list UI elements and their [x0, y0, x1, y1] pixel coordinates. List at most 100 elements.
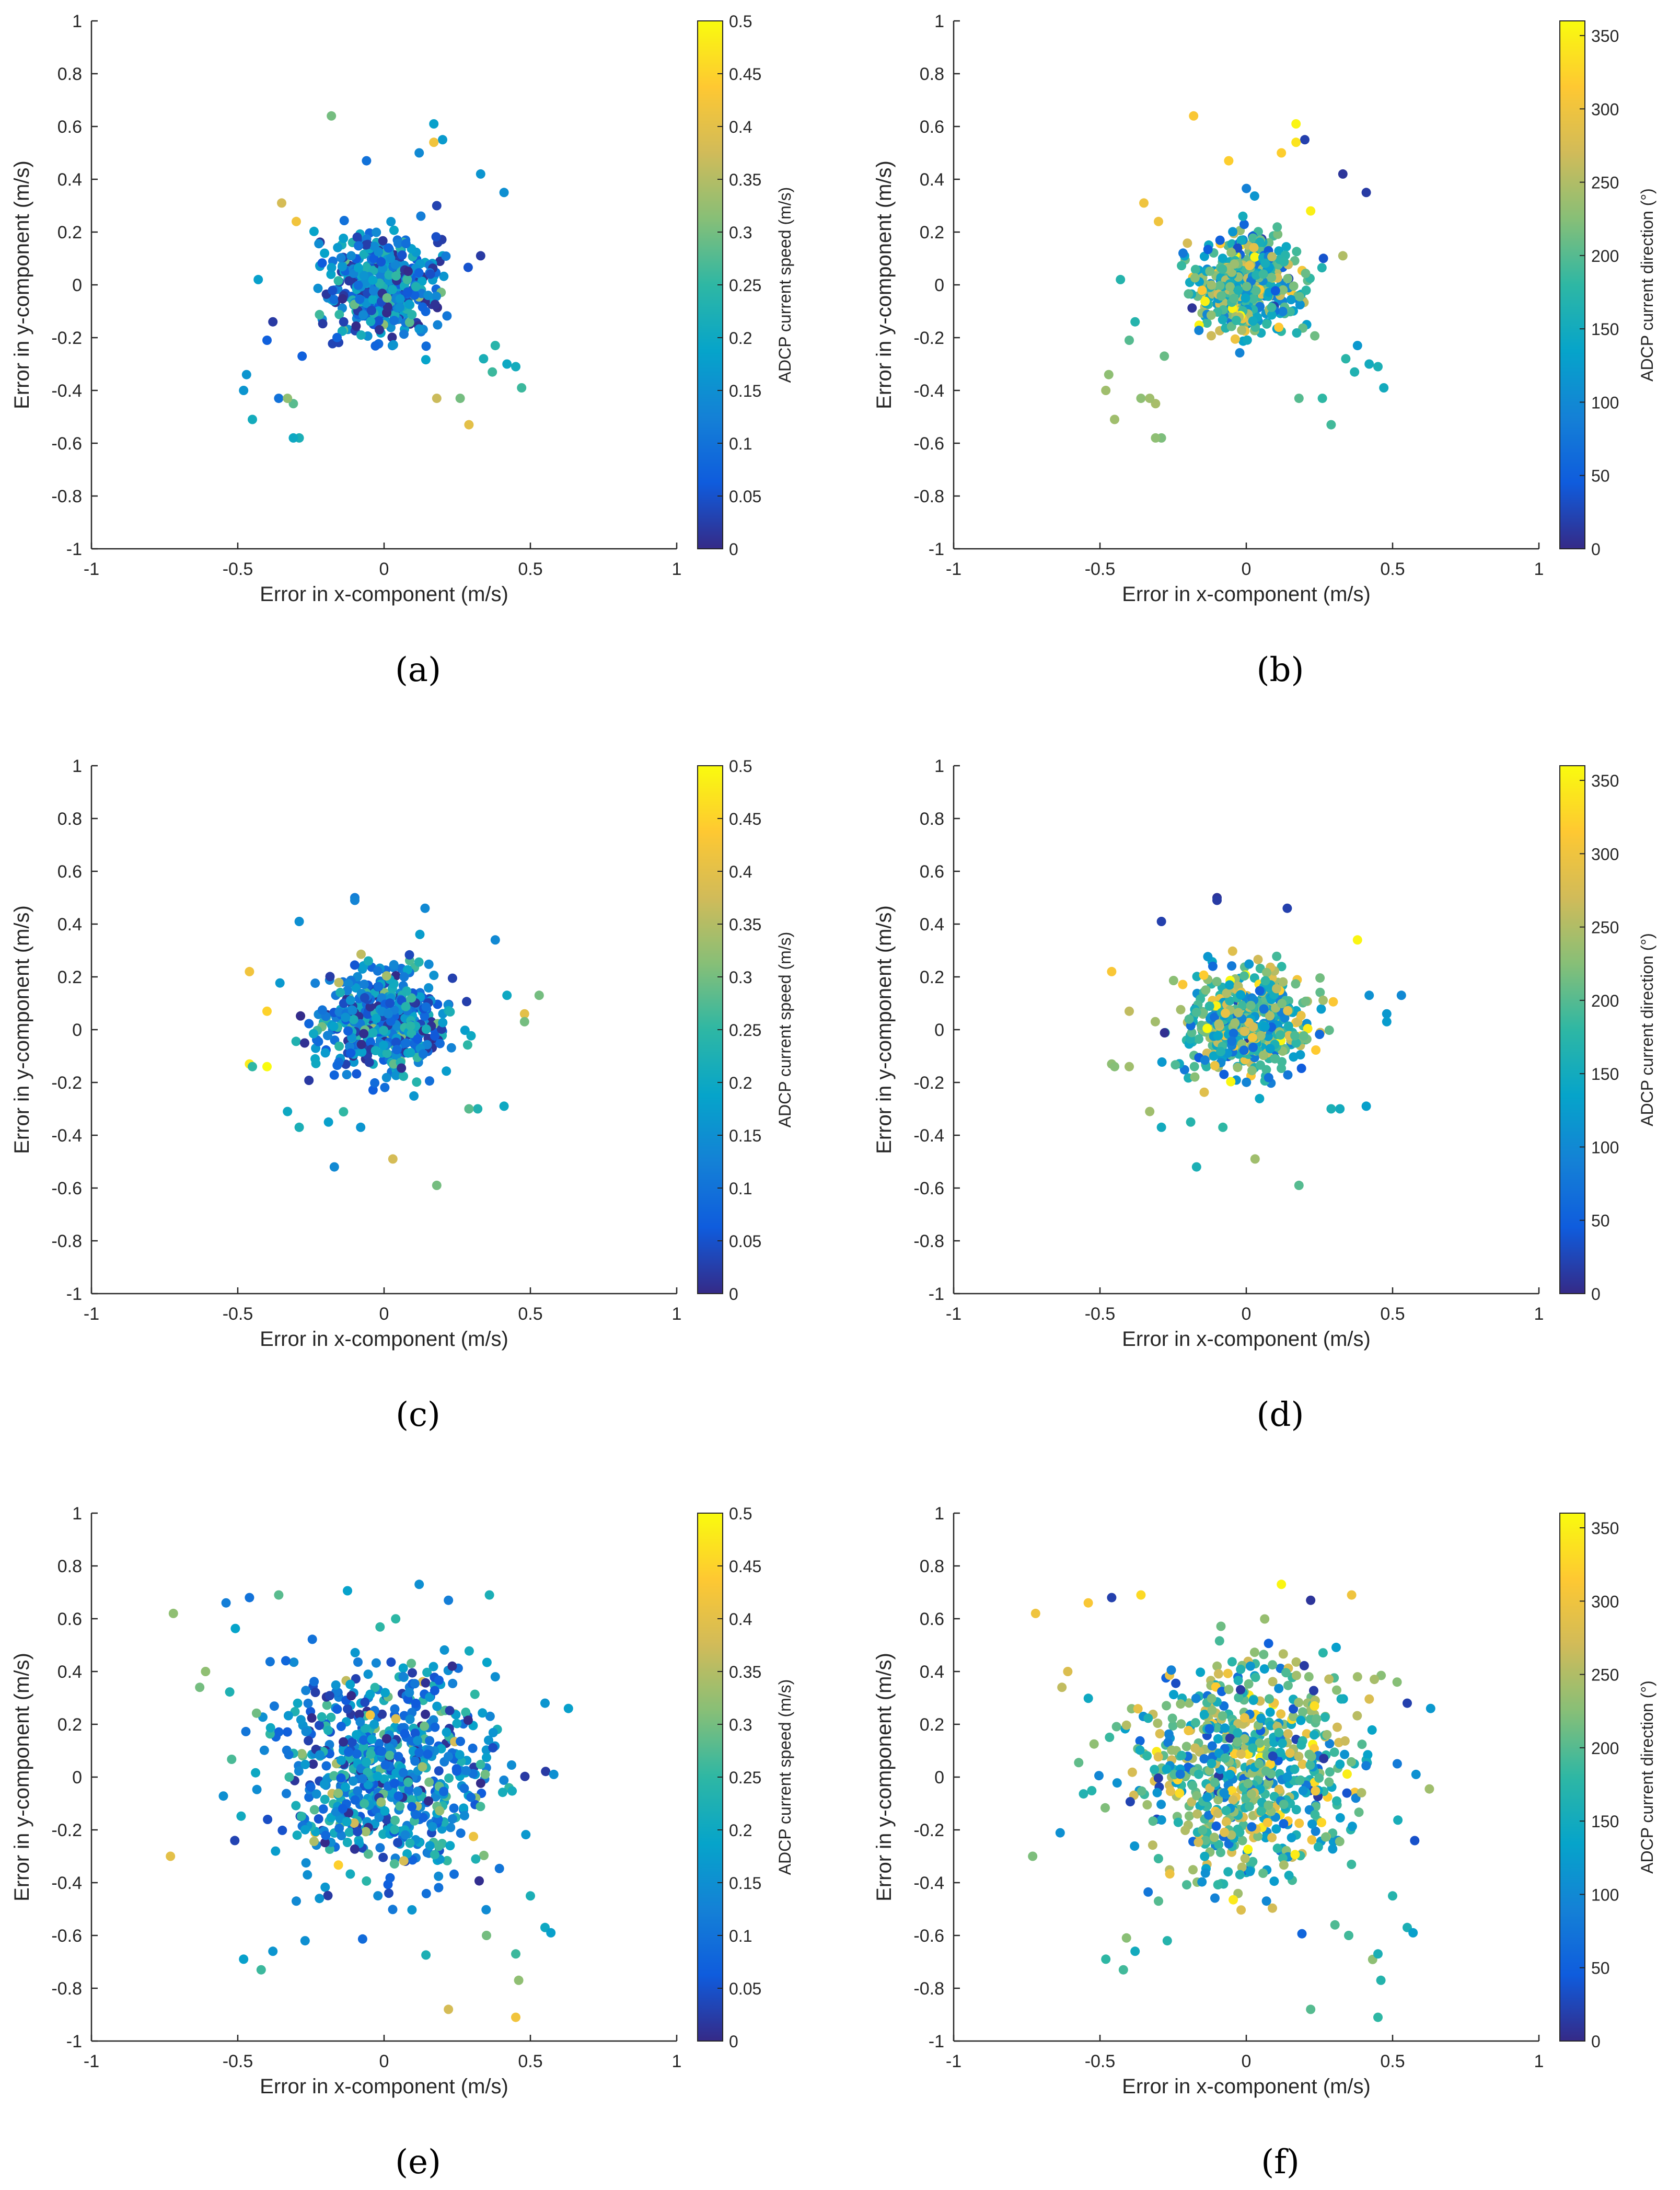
- y-tick-label: 0.2: [57, 1715, 82, 1735]
- scatter-point: [262, 1006, 272, 1016]
- scatter-point: [1125, 1797, 1135, 1807]
- scatter-point: [1154, 1896, 1163, 1906]
- scatter-point: [1089, 1739, 1099, 1749]
- scatter-point: [441, 251, 451, 261]
- scatter-point: [459, 1803, 469, 1813]
- x-tick-label: 0.5: [518, 2051, 542, 2071]
- scatter-point: [1248, 294, 1258, 304]
- scatter-point: [380, 1760, 390, 1770]
- colorbar-tick-label: 300: [1591, 845, 1619, 863]
- scatter-point: [1187, 1028, 1197, 1038]
- scatter-point: [1248, 1042, 1258, 1052]
- scatter-point: [1110, 1062, 1119, 1071]
- scatter-point: [1300, 135, 1310, 145]
- scatter-point: [1227, 946, 1237, 956]
- scatter-point: [1370, 1675, 1380, 1685]
- scatter-point: [1310, 331, 1320, 341]
- scatter-point: [1229, 294, 1239, 304]
- x-tick-label: -1: [84, 2051, 99, 2071]
- scatter-point: [1219, 1701, 1229, 1711]
- scatter-point: [1274, 1784, 1284, 1794]
- scatter-point: [1168, 976, 1178, 985]
- colorbar-tick-label: 200: [1591, 247, 1619, 266]
- scatter-point: [482, 1657, 492, 1667]
- scatter-point: [1166, 1786, 1175, 1796]
- scatter-point: [251, 1768, 261, 1778]
- scatter-point: [490, 1672, 500, 1682]
- scatter-point: [1310, 1809, 1320, 1819]
- scatter-point: [502, 990, 512, 1000]
- scatter-point: [315, 1894, 325, 1904]
- scatter-point: [404, 317, 414, 327]
- scatter-point: [408, 1668, 417, 1678]
- colorbar-tick-label: 300: [1591, 100, 1619, 119]
- scatter-point: [1239, 1713, 1249, 1723]
- scatter-point: [514, 1975, 524, 1985]
- scatter-point: [1317, 394, 1327, 404]
- scatter-point: [1150, 1017, 1160, 1027]
- scatter-point: [1210, 1893, 1220, 1903]
- scatter-point: [466, 1792, 476, 1802]
- scatter-point: [474, 1876, 484, 1886]
- scatter-point: [526, 1891, 535, 1901]
- y-axis-label: Error in y-component (m/s): [873, 160, 896, 409]
- scatter-point: [1110, 414, 1119, 424]
- colorbar-tick-label: 0.25: [729, 276, 761, 295]
- scatter-point: [357, 1774, 367, 1784]
- scatter-point: [352, 1069, 362, 1079]
- scatter-point: [367, 306, 376, 316]
- scatter-point: [1329, 1747, 1339, 1757]
- scatter-point: [1292, 247, 1302, 257]
- scatter-point: [444, 1595, 454, 1605]
- scatter-point: [1139, 198, 1149, 208]
- scatter-point: [1367, 1725, 1377, 1735]
- scatter-point: [1233, 1719, 1243, 1728]
- scatter-point: [1265, 1011, 1275, 1021]
- scatter-point: [445, 1007, 455, 1017]
- panel-label-a: (a): [395, 651, 442, 689]
- scatter-point: [1153, 1752, 1163, 1762]
- x-tick-label: 0: [379, 1304, 389, 1324]
- scatter-point: [442, 311, 452, 321]
- scatter-point: [292, 216, 301, 226]
- scatter-point: [292, 1896, 301, 1906]
- scatter-point: [1237, 325, 1247, 335]
- scatter-point: [1232, 1737, 1242, 1747]
- scatter-point: [1318, 253, 1328, 263]
- scatter-point: [427, 1822, 437, 1831]
- x-tick-label: 1: [672, 1304, 682, 1324]
- y-tick-label: -0.6: [51, 1926, 82, 1946]
- scatter-point: [1188, 1865, 1198, 1875]
- scatter-point: [332, 1704, 342, 1714]
- scatter-point: [1199, 1710, 1209, 1720]
- scatter-point: [284, 1750, 294, 1760]
- colorbar-tick-label: 250: [1591, 174, 1619, 192]
- scatter-point: [1192, 1791, 1202, 1801]
- scatter-point: [309, 1805, 319, 1815]
- scatter-point: [479, 354, 489, 364]
- scatter-point: [1215, 235, 1225, 245]
- scatter-point: [1209, 1051, 1219, 1061]
- scatter-point: [439, 271, 449, 281]
- scatter-point: [1189, 111, 1199, 121]
- scatter-point: [388, 1905, 398, 1915]
- scatter-point: [455, 394, 465, 404]
- scatter-point: [1273, 229, 1283, 239]
- scatter-point: [1121, 1720, 1131, 1730]
- scatter-point: [1258, 1869, 1268, 1878]
- scatter-point: [471, 1854, 481, 1864]
- y-tick-label: -0.2: [913, 328, 944, 348]
- scatter-point: [420, 1011, 430, 1021]
- scatter-point: [409, 1091, 419, 1101]
- colorbar-tick-label: 250: [1591, 1666, 1619, 1685]
- scatter-point: [378, 1829, 388, 1839]
- scatter-point: [1178, 979, 1188, 989]
- scatter-point: [339, 1107, 349, 1117]
- scatter-point: [1317, 1817, 1327, 1827]
- colorbar-label: ADCP current speed (m/s): [775, 1679, 794, 1875]
- scatter-point: [1379, 383, 1389, 393]
- scatter-point: [1310, 1701, 1319, 1711]
- colorbar-tick-label: 0.1: [729, 1927, 752, 1945]
- scatter-point: [314, 1814, 323, 1824]
- chart-panel-4: -1 -0.5 0 0.5 1 -1 -0.8 -0.6 -0.4 -0.2 0 0.2 0.4 0.6 0…: [873, 756, 1656, 1351]
